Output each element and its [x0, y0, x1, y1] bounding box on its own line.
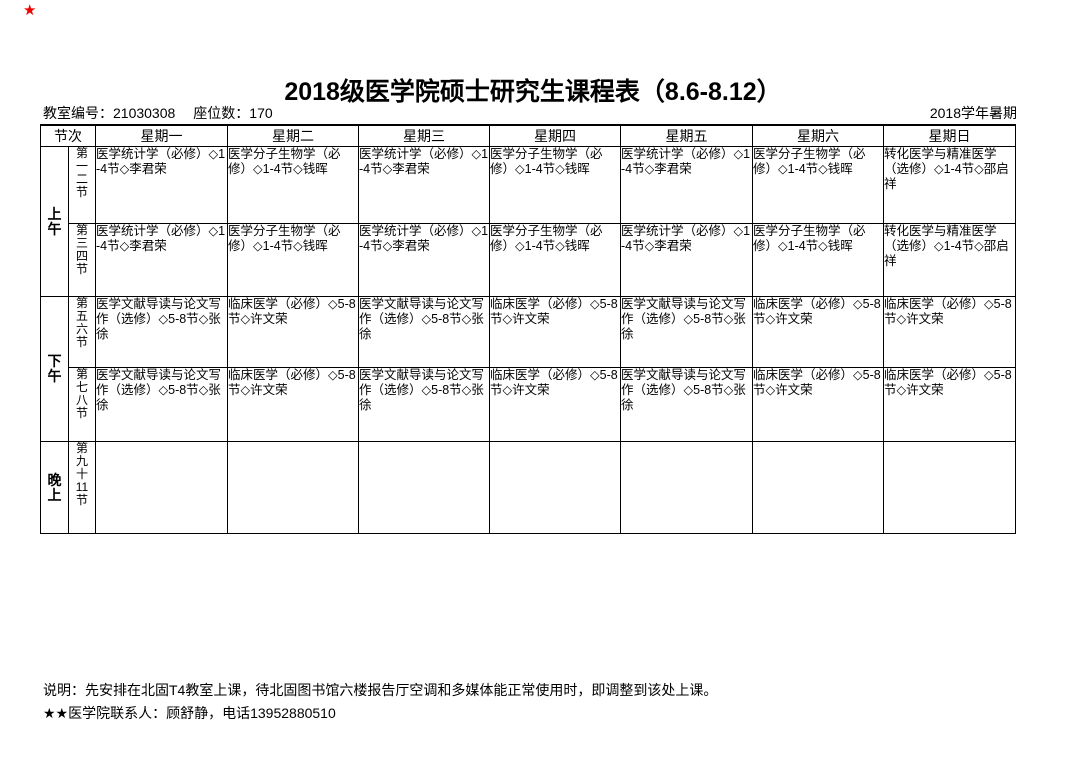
course-cell: 医学分子生物学（必修）◇1-4节◇钱晖 [752, 223, 884, 297]
room-number-label: 教室编号：21030308 [43, 105, 176, 121]
course-cell: 医学统计学（必修）◇1-4节◇李君荣 [358, 223, 490, 297]
course-cell: 医学统计学（必修）◇1-4节◇李君荣 [358, 146, 490, 224]
course-cell [358, 441, 490, 534]
period-group-label: 下午 [40, 296, 69, 442]
course-cell [620, 441, 753, 534]
period-label: 第五六节 [68, 296, 96, 368]
corner-header: 节次 [40, 124, 96, 147]
course-cell: 转化医学与精准医学（选修）◇1-4节◇邵启祥 [883, 146, 1016, 224]
course-cell: 医学统计学（必修）◇1-4节◇李君荣 [620, 223, 753, 297]
info-left: 教室编号：21030308 座位数：170 [43, 103, 273, 123]
course-cell: 医学文献导读与论文写作（选修）◇5-8节◇张徐 [620, 367, 753, 442]
course-cell [883, 441, 1016, 534]
course-cell: 医学文献导读与论文写作（选修）◇5-8节◇张徐 [95, 296, 228, 368]
note-line-1: 说明：先安排在北固T4教室上课，待北固图书馆六楼报告厅空调和多媒体能正常使用时，… [43, 682, 718, 698]
schedule-row: 第三四节 医学统计学（必修）◇1-4节◇李君荣 医学分子生物学（必修）◇1-4节◇钱… [41, 223, 1016, 297]
course-cell: 临床医学（必修）◇5-8节◇许文荣 [752, 367, 884, 442]
course-cell: 医学文献导读与论文写作（选修）◇5-8节◇张徐 [358, 367, 490, 442]
course-cell: 医学分子生物学（必修）◇1-4节◇钱晖 [752, 146, 884, 224]
course-cell: 临床医学（必修）◇5-8节◇许文荣 [489, 296, 621, 368]
day-header: 星期日 [883, 124, 1016, 147]
course-cell: 转化医学与精准医学（选修）◇1-4节◇邵启祥 [883, 223, 1016, 297]
course-cell [752, 441, 884, 534]
period-label: 第三四节 [68, 223, 96, 297]
course-cell: 临床医学（必修）◇5-8节◇许文荣 [883, 296, 1016, 368]
schedule-row: 下午 第五六节 医学文献导读与论文写作（选修）◇5-8节◇张徐 临床医学（必修）◇5-… [40, 296, 1016, 442]
schedule-table: 节次 星期一 星期二 星期三 星期四 星期五 星期六 星期日 上午 第一二节 医学统计学（必修）… [40, 124, 1016, 534]
day-header: 星期二 [227, 124, 359, 147]
period-group-label: 晚上 [40, 441, 69, 534]
info-bar: 教室编号：21030308 座位数：170 2018学年暑期 [43, 104, 1017, 123]
course-cell: 临床医学（必修）◇5-8节◇许文荣 [752, 296, 884, 368]
course-cell: 医学分子生物学（必修）◇1-4节◇钱晖 [227, 223, 359, 297]
course-cell: 医学分子生物学（必修）◇1-4节◇钱晖 [489, 146, 621, 224]
schedule-row: 第七八节 医学文献导读与论文写作（选修）◇5-8节◇张徐 临床医学（必修）◇5-8节… [41, 367, 1016, 442]
red-star-icon: ★ [23, 2, 37, 19]
period-label: 第一二节 [68, 146, 96, 224]
term-label: 2018学年暑期 [929, 105, 1017, 121]
course-cell: 医学统计学（必修）◇1-4节◇李君荣 [95, 223, 228, 297]
course-cell: 医学文献导读与论文写作（选修）◇5-8节◇张徐 [358, 296, 490, 368]
note-line-2: ★★医学院联系人：顾舒静，电话13952880510 [43, 705, 336, 721]
course-cell: 临床医学（必修）◇5-8节◇许文荣 [227, 296, 359, 368]
period-label: 第九十11节 [68, 441, 96, 534]
header-row: 节次 星期一 星期二 星期三 星期四 星期五 星期六 星期日 [40, 124, 1016, 147]
course-cell: 医学文献导读与论文写作（选修）◇5-8节◇张徐 [95, 367, 228, 442]
course-cell: 临床医学（必修）◇5-8节◇许文荣 [227, 367, 359, 442]
day-header: 星期五 [620, 124, 753, 147]
footer-notes: 说明：先安排在北固T4教室上课，待北固图书馆六楼报告厅空调和多媒体能正常使用时，… [43, 679, 717, 725]
course-cell [227, 441, 359, 534]
period-label: 第七八节 [68, 367, 96, 442]
course-cell: 医学分子生物学（必修）◇1-4节◇钱晖 [489, 223, 621, 297]
seat-count-label: 座位数：170 [193, 105, 273, 121]
page-title: 2018级医学院硕士研究生课程表（8.6-8.12） [284, 78, 782, 106]
schedule-row: 晚上 第九十11节 [40, 441, 1016, 534]
course-cell: 医学分子生物学（必修）◇1-4节◇钱晖 [227, 146, 359, 224]
course-cell: 临床医学（必修）◇5-8节◇许文荣 [883, 367, 1016, 442]
day-header: 星期四 [489, 124, 621, 147]
day-header: 星期一 [95, 124, 228, 147]
course-cell [95, 441, 228, 534]
day-header: 星期六 [752, 124, 884, 147]
course-cell: 医学统计学（必修）◇1-4节◇李君荣 [620, 146, 753, 224]
schedule-row: 上午 第一二节 医学统计学（必修）◇1-4节◇李君荣 医学分子生物学（必修）◇1-4节… [40, 146, 1016, 297]
day-header: 星期三 [358, 124, 490, 147]
course-cell [489, 441, 621, 534]
course-cell: 临床医学（必修）◇5-8节◇许文荣 [489, 367, 621, 442]
course-cell: 医学文献导读与论文写作（选修）◇5-8节◇张徐 [620, 296, 753, 368]
period-group-label: 上午 [40, 146, 69, 297]
course-cell: 医学统计学（必修）◇1-4节◇李君荣 [95, 146, 228, 224]
